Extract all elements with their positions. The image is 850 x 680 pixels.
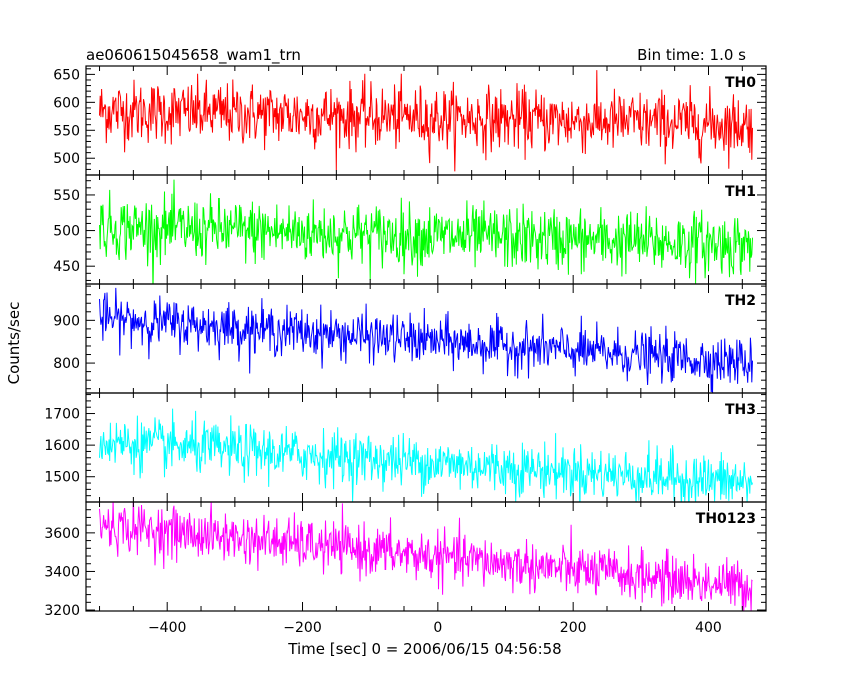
x-axis: −400 −200 0 200 400: [148, 620, 722, 636]
x-axis-label: Time [sec] 0 = 2006/06/15 04:56:58: [287, 640, 561, 658]
panel-label-th1: TH1: [725, 184, 756, 200]
panel-th3: 1500 1600 1700 TH3: [44, 392, 767, 503]
x-tick-label: 400: [695, 620, 722, 636]
panel-label-th0123: TH0123: [696, 511, 756, 527]
y-tick-label: 1600: [44, 438, 80, 454]
y-tick-label: 500: [53, 224, 80, 240]
panel-label-th3: TH3: [725, 402, 756, 418]
series-th0123: [99, 502, 753, 611]
y-tick-label: 500: [53, 151, 80, 167]
y-tick-label: 3200: [44, 603, 80, 619]
panel-th0123: 3200 3400 3600 TH0123: [44, 501, 767, 619]
y-tick-label: 450: [53, 259, 80, 275]
series-th1: [99, 179, 753, 284]
series-th3: [99, 408, 753, 502]
y-tick-label: 600: [53, 95, 80, 111]
y-tick-label: 550: [53, 123, 80, 139]
y-tick-label: 550: [53, 188, 80, 204]
y-axis-label: Counts/sec: [5, 302, 23, 385]
y-tick-label: 3400: [44, 564, 80, 580]
panel-th1: 450 500 550 TH1: [53, 174, 767, 285]
panel-label-th2: TH2: [725, 293, 756, 309]
x-tick-label: 200: [560, 620, 587, 636]
bin-time-label: Bin time: 1.0 s: [637, 46, 746, 64]
y-tick-label: 3600: [44, 526, 80, 542]
y-tick-label: 900: [53, 313, 80, 329]
series-th2: [99, 287, 753, 393]
y-tick-label: 800: [53, 356, 80, 372]
panel-label-th0: TH0: [725, 75, 756, 91]
panel-th0: 500 550 600 650 TH0: [53, 65, 767, 176]
panel-th2: 800 900 TH2: [53, 283, 767, 394]
y-tick-label: 1500: [44, 470, 80, 486]
y-tick-label: 1700: [44, 407, 80, 423]
y-tick-label: 650: [53, 67, 80, 83]
x-tick-label: −200: [283, 620, 321, 636]
chart-title: ae060615045658_wam1_trn: [86, 46, 301, 65]
panels: 500 550 600 650 TH0 450 500 550 TH1 800 900 TH2 1500…: [44, 65, 767, 619]
x-tick-label: −400: [148, 620, 186, 636]
x-tick-label: 0: [433, 620, 442, 636]
series-th0: [99, 70, 753, 172]
